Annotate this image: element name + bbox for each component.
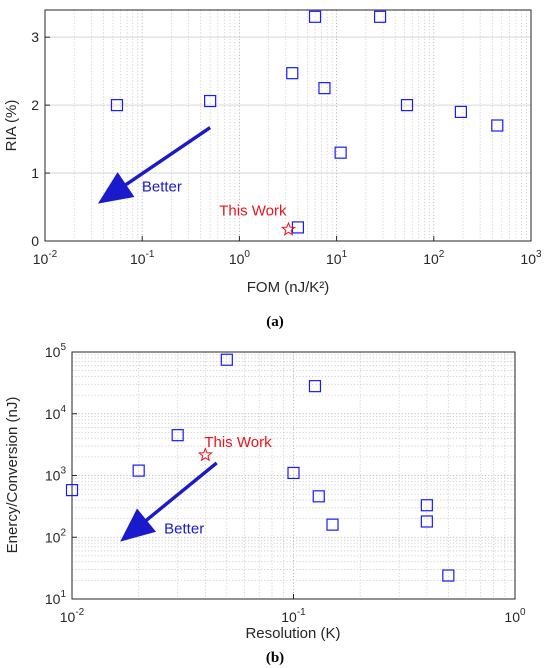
chart-b-grid [72, 352, 515, 599]
chart-b-data-point [420, 499, 433, 512]
chart-b-x-ticks: 10-2 10-1 100 [60, 594, 526, 625]
chart-b-x-tick-base: 10 [281, 609, 297, 625]
caption-a: (a) [266, 314, 284, 330]
chart-b-this-work-star [197, 447, 213, 462]
chart-b-data-point [312, 490, 325, 503]
chart-a-y-tick-label: 1 [31, 165, 39, 181]
chart-a-x-tick-label: 10-1 [130, 249, 155, 267]
chart-a-x-tick-label: 103 [520, 249, 542, 267]
chart-b-y-tick-base: 10 [45, 591, 61, 607]
chart-b-x-tick-label: 10-1 [281, 607, 306, 625]
chart-b-arrow-head [120, 508, 157, 542]
chart-b-y-tick-exp: 3 [60, 466, 66, 477]
chart-a-data-point [334, 146, 347, 159]
chart-b-y-tick-base: 10 [45, 344, 61, 360]
chart-b-data-point [420, 515, 433, 528]
chart-a-x-tick-base: 10 [229, 251, 245, 267]
chart-a-x-tick-exp: -2 [48, 249, 57, 260]
chart-b-y-tick-base: 10 [45, 406, 61, 422]
chart-a: This Work Better 10-2 10-1 100 101 102 103 01… [3, 9, 542, 330]
chart-b-points: This Work [65, 353, 455, 582]
chart-b-y-tick-exp: 4 [60, 404, 66, 415]
chart-b-y-tick-exp: 1 [60, 589, 66, 600]
chart-b-y-tick-label: 105 [45, 342, 67, 360]
chart-a-y-ticks: 0 1 2 3 [31, 29, 50, 249]
chart-a-better-label: Better [142, 179, 182, 196]
chart-b-y-tick-exp: 5 [60, 342, 66, 353]
chart-a-x-tick-base: 10 [130, 251, 146, 267]
chart-a-y-tick-label: 3 [31, 29, 39, 45]
chart-b-data-point [442, 569, 455, 582]
chart-a-arrow-shaft [123, 126, 212, 188]
chart-a-x-tick-label: 101 [326, 249, 348, 267]
chart-b-data-point [132, 464, 145, 477]
chart-b-x-tick-label: 100 [504, 607, 526, 625]
chart-b-better-arrow: Better [120, 461, 218, 542]
chart-b-data-point [326, 518, 339, 531]
chart-a-x-tick-exp: 1 [342, 249, 348, 260]
chart-b: This Work Better 10-2 10-1 100 10110210310… [4, 342, 526, 666]
chart-a-x-tick-exp: 2 [439, 249, 445, 260]
chart-b-y-tick-base: 10 [45, 468, 61, 484]
chart-b-y-tick-base: 10 [45, 529, 61, 545]
caption-b: (b) [266, 650, 284, 666]
chart-a-arrow-head [97, 172, 135, 204]
chart-b-data-point [220, 353, 233, 366]
chart-a-y-tick-label: 0 [31, 233, 39, 249]
chart-b-x-tick-base: 10 [60, 609, 76, 625]
chart-a-frame [44, 9, 532, 242]
chart-b-y-tick-label: 103 [45, 466, 67, 484]
chart-a-data-point [400, 99, 414, 112]
chart-b-better-label: Better [164, 521, 204, 538]
chart-b-y-label: Enercy/Conversion (nJ) [4, 397, 21, 554]
chart-a-this-work-star [281, 221, 296, 236]
chart-b-y-tick-label: 102 [45, 527, 67, 545]
chart-b-x-label: Resolution (K) [245, 625, 340, 642]
chart-a-x-tick-exp: 3 [536, 249, 542, 260]
chart-a-plot-area [45, 10, 531, 241]
chart-a-grid [45, 10, 531, 241]
chart-a-x-label: FOM (nJ/K²) [247, 279, 330, 296]
chart-a-y-tick-label: 2 [31, 97, 39, 113]
chart-a-x-tick-base: 10 [520, 251, 536, 267]
chart-b-y-tick-exp: 2 [60, 527, 66, 538]
chart-a-x-tick-exp: -1 [146, 249, 155, 260]
chart-a-data-point [318, 82, 331, 95]
chart-a-x-tick-label: 100 [229, 249, 251, 267]
chart-b-y-tick-label: 104 [45, 404, 67, 422]
chart-a-x-tick-label: 102 [423, 249, 445, 267]
chart-a-data-point [454, 105, 467, 119]
chart-b-arrow-shaft [143, 461, 218, 523]
chart-a-data-point [204, 94, 217, 108]
chart-a-better-arrow: Better [97, 126, 212, 204]
chart-a-x-ticks: 10-2 10-1 100 101 102 103 [33, 236, 542, 267]
chart-a-y-label: RIA (%) [3, 100, 20, 152]
chart-a-data-point [110, 99, 124, 112]
chart-b-y-tick-label: 101 [45, 589, 67, 607]
chart-a-data-point [286, 67, 299, 80]
chart-a-data-point [491, 119, 504, 132]
chart-b-x-tick-exp: -1 [297, 607, 306, 618]
chart-a-x-tick-base: 10 [326, 251, 342, 267]
chart-a-this-work-label: This Work [219, 202, 287, 219]
chart-b-data-point [171, 429, 184, 442]
chart-a-data-point [308, 10, 322, 23]
chart-a-x-tick-exp: 0 [244, 249, 250, 260]
chart-b-data-point [287, 466, 300, 480]
chart-b-this-work-label: This Work [204, 434, 272, 451]
chart-b-x-tick-base: 10 [504, 609, 520, 625]
chart-a-x-tick-base: 10 [423, 251, 439, 267]
chart-b-x-tick-exp: -2 [75, 607, 84, 618]
chart-a-data-point [373, 10, 387, 23]
chart-b-data-point [308, 380, 322, 393]
chart-a-x-tick-base: 10 [33, 251, 49, 267]
chart-b-x-tick-exp: 0 [520, 607, 526, 618]
chart-a-points: This Work [110, 10, 504, 236]
chart-a-x-tick-label: 10-2 [33, 249, 58, 267]
chart-b-x-tick-label: 10-2 [60, 607, 85, 625]
